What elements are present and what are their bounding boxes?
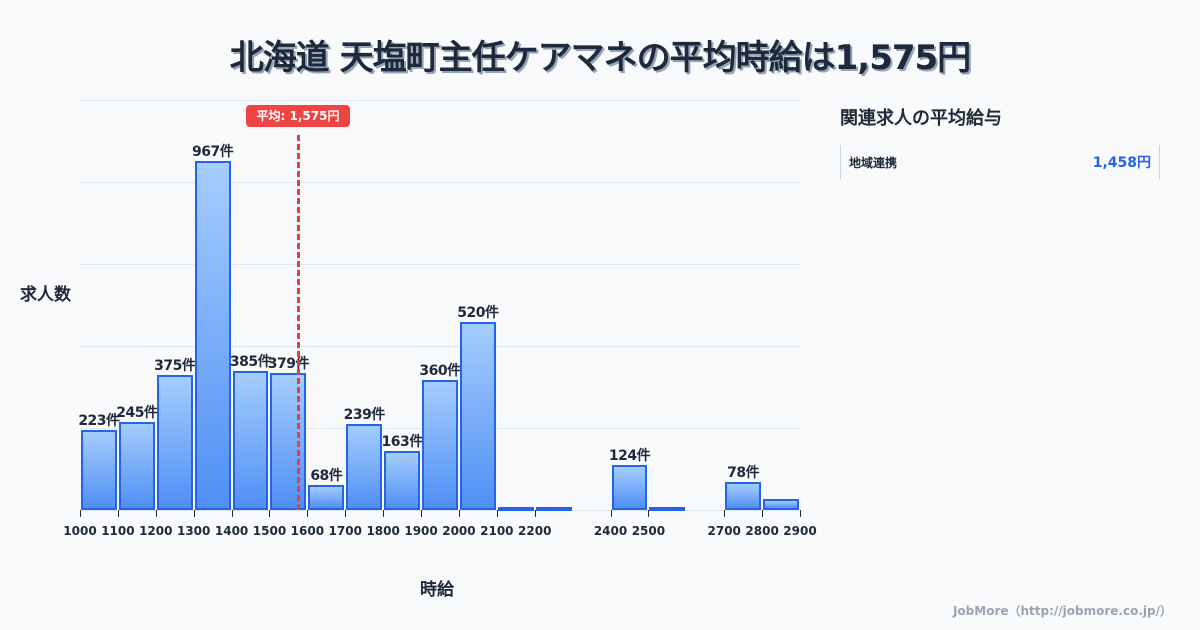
- x-tick-label: 2700: [707, 524, 741, 538]
- related-salary-title: 関連求人の平均給与: [840, 108, 1002, 129]
- y-axis-label: 求人数: [20, 285, 71, 305]
- x-tick-label: 1500: [252, 524, 287, 538]
- bar-value-label: 68件: [310, 468, 343, 485]
- grid-line: [80, 264, 800, 265]
- x-tick-label: 2000: [442, 524, 476, 538]
- x-tick-mark: [421, 510, 423, 517]
- histogram-bar: [118, 421, 155, 510]
- x-tick-label: 2900: [783, 524, 817, 538]
- x-tick-mark: [610, 510, 612, 517]
- grid-line: [80, 182, 800, 183]
- related-job-name: 地域連携: [849, 155, 898, 170]
- x-tick-label: 1900: [404, 524, 438, 538]
- bar-value-label: 520件: [457, 305, 499, 322]
- histogram-bar: [459, 322, 496, 510]
- bar-value-label: 379件: [267, 356, 310, 373]
- histogram-bar: [156, 374, 193, 510]
- bar-value-label: 78件: [727, 464, 760, 481]
- histogram-bar: [422, 380, 458, 510]
- x-tick-mark: [80, 510, 81, 517]
- histogram-bar: [81, 429, 117, 510]
- x-tick-mark: [117, 510, 119, 517]
- histogram-bar: [497, 507, 534, 511]
- x-tick-label: 2500: [631, 524, 666, 538]
- histogram-bar: [763, 499, 799, 510]
- bar-value-label: 163件: [381, 434, 423, 451]
- histogram-bar: [346, 423, 383, 510]
- histogram-bar: [270, 373, 307, 510]
- histogram-bar: [194, 161, 231, 510]
- x-axis-baseline: [80, 510, 800, 511]
- x-tick-mark: [155, 510, 157, 517]
- x-tick-mark: [193, 510, 195, 517]
- x-tick-label: 2200: [518, 524, 552, 538]
- related-salary-item[interactable]: 地域連携 1,458円: [840, 145, 1160, 179]
- grid-line: [80, 100, 800, 101]
- x-tick-label: 1200: [139, 524, 173, 538]
- average-badge: 平均: 1,575円: [246, 105, 350, 127]
- x-tick-label: 1600: [290, 524, 325, 538]
- related-job-salary: 1,458円: [1092, 155, 1151, 171]
- x-tick-label: 1400: [214, 524, 249, 538]
- x-tick-mark: [496, 510, 498, 517]
- histogram-bar: [308, 485, 345, 510]
- grid-line: [80, 346, 800, 347]
- x-axis-label: 時給: [420, 580, 454, 600]
- bar-value-label: 360件: [419, 363, 461, 380]
- x-tick-mark: [762, 510, 764, 517]
- x-tick-label: 1100: [101, 524, 135, 538]
- histogram-bar: [725, 481, 762, 510]
- x-tick-label: 2800: [745, 524, 779, 538]
- histogram-bar: [384, 451, 421, 510]
- x-tick-mark: [307, 510, 309, 517]
- histogram-bar: [649, 507, 686, 511]
- average-line: [296, 135, 300, 510]
- bar-value-label: 375件: [154, 357, 196, 374]
- histogram-bar: [611, 465, 648, 510]
- x-tick-mark: [800, 510, 801, 517]
- x-tick-mark: [724, 510, 726, 517]
- x-tick-mark: [383, 510, 385, 517]
- x-tick-label: 2100: [480, 524, 514, 538]
- x-tick-mark: [648, 510, 650, 517]
- bar-value-label: 223件: [78, 412, 120, 429]
- x-tick-mark: [345, 510, 347, 517]
- page-title: 北海道 天塩町主任ケアマネの平均時給は1,575円: [229, 38, 971, 78]
- histogram-bar: [232, 371, 269, 510]
- x-tick-mark: [534, 510, 536, 517]
- x-tick-mark: [231, 510, 233, 517]
- x-tick-label: 1000: [63, 524, 97, 538]
- bar-value-label: 385件: [229, 354, 272, 371]
- x-tick-label: 1700: [328, 524, 362, 538]
- bar-value-label: 239件: [343, 406, 386, 423]
- histogram-bar: [535, 507, 572, 511]
- bar-value-label: 124件: [608, 448, 651, 465]
- source-credit: JobMore（http://jobmore.co.jp/）: [952, 604, 1172, 618]
- bar-value-label: 245件: [116, 404, 158, 421]
- bar-value-label: 967件: [192, 144, 234, 160]
- x-tick-label: 2400: [593, 524, 628, 538]
- x-tick-label: 1800: [366, 524, 400, 538]
- x-tick-mark: [269, 510, 271, 517]
- histogram-chart: 223件 245件 375件 967件 385件 379件 68件 239件 163件 360件 5…: [20, 100, 817, 600]
- x-tick-label: 1300: [176, 524, 211, 538]
- x-tick-mark: [458, 510, 460, 517]
